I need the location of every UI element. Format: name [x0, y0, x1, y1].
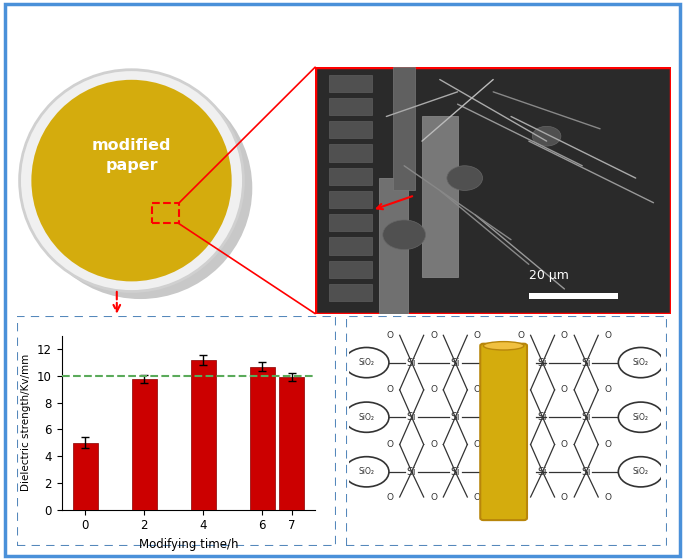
- Text: O: O: [605, 440, 612, 449]
- Bar: [329, 214, 372, 231]
- Bar: [422, 116, 458, 277]
- Text: O: O: [561, 385, 568, 394]
- Bar: [190, 360, 216, 510]
- Bar: [132, 379, 157, 510]
- Text: O: O: [386, 385, 393, 394]
- Circle shape: [532, 127, 561, 146]
- Ellipse shape: [29, 77, 252, 299]
- Text: O: O: [605, 385, 612, 394]
- Text: O: O: [561, 492, 568, 502]
- Ellipse shape: [484, 342, 524, 350]
- Circle shape: [344, 347, 389, 378]
- Text: O: O: [473, 492, 481, 502]
- Ellipse shape: [32, 80, 232, 282]
- Text: O: O: [430, 331, 437, 340]
- Bar: [329, 284, 372, 301]
- Text: O: O: [430, 385, 437, 394]
- Text: modified
paper: modified paper: [92, 138, 171, 173]
- Text: SiO₂: SiO₂: [633, 413, 649, 422]
- Text: Si: Si: [538, 358, 547, 367]
- Text: SiO₂: SiO₂: [358, 413, 375, 422]
- Circle shape: [619, 347, 663, 378]
- Text: O: O: [517, 492, 524, 502]
- Text: Si: Si: [582, 358, 591, 367]
- Circle shape: [447, 166, 482, 190]
- Bar: [329, 261, 372, 278]
- Bar: [329, 121, 372, 138]
- Text: 20 μm: 20 μm: [529, 269, 569, 282]
- Text: O: O: [517, 385, 524, 394]
- Text: SiO₂: SiO₂: [633, 467, 649, 477]
- Text: O: O: [473, 331, 481, 340]
- Bar: [329, 167, 372, 185]
- Text: O: O: [561, 331, 568, 340]
- Text: Heat Resisting and Insulating PI Paper-based Composites: Heat Resisting and Insulating PI Paper-b…: [52, 26, 634, 44]
- Text: Si: Si: [407, 467, 416, 477]
- Circle shape: [619, 457, 663, 487]
- Text: Si: Si: [451, 467, 460, 477]
- Text: O: O: [386, 440, 393, 449]
- Bar: [329, 98, 372, 115]
- Bar: [529, 293, 618, 299]
- Text: O: O: [605, 492, 612, 502]
- Circle shape: [344, 457, 389, 487]
- Text: Si: Si: [451, 412, 460, 422]
- Text: O: O: [605, 331, 612, 340]
- Text: SiO₂: SiO₂: [358, 467, 375, 477]
- Ellipse shape: [20, 70, 243, 292]
- Bar: [279, 377, 304, 510]
- Text: O: O: [473, 440, 481, 449]
- Text: O: O: [430, 440, 437, 449]
- Text: SiO₂: SiO₂: [633, 358, 649, 367]
- Text: Si: Si: [538, 412, 547, 422]
- Text: Si: Si: [407, 412, 416, 422]
- Text: O: O: [473, 385, 481, 394]
- Bar: [329, 74, 372, 92]
- Bar: [249, 367, 275, 510]
- Text: Si: Si: [407, 358, 416, 367]
- Bar: [152, 203, 179, 223]
- Text: O: O: [517, 440, 524, 449]
- Circle shape: [344, 402, 389, 432]
- Bar: [379, 178, 408, 314]
- Bar: [73, 443, 98, 510]
- Text: Si: Si: [451, 358, 460, 367]
- Text: O: O: [386, 331, 393, 340]
- Text: SiO₂: SiO₂: [358, 358, 375, 367]
- FancyBboxPatch shape: [480, 344, 527, 520]
- Circle shape: [619, 402, 663, 432]
- Bar: [329, 191, 372, 208]
- Circle shape: [383, 220, 425, 250]
- Text: O: O: [561, 440, 568, 449]
- Text: Si: Si: [582, 467, 591, 477]
- X-axis label: Modifying time/h: Modifying time/h: [138, 538, 238, 551]
- Bar: [329, 237, 372, 255]
- Text: Si: Si: [538, 467, 547, 477]
- Y-axis label: Dielectric strength/Kv/mm: Dielectric strength/Kv/mm: [21, 354, 32, 492]
- Text: O: O: [517, 331, 524, 340]
- Text: O: O: [386, 492, 393, 502]
- Text: O: O: [430, 492, 437, 502]
- Text: Si: Si: [582, 412, 591, 422]
- Bar: [329, 144, 372, 162]
- Bar: [393, 67, 415, 190]
